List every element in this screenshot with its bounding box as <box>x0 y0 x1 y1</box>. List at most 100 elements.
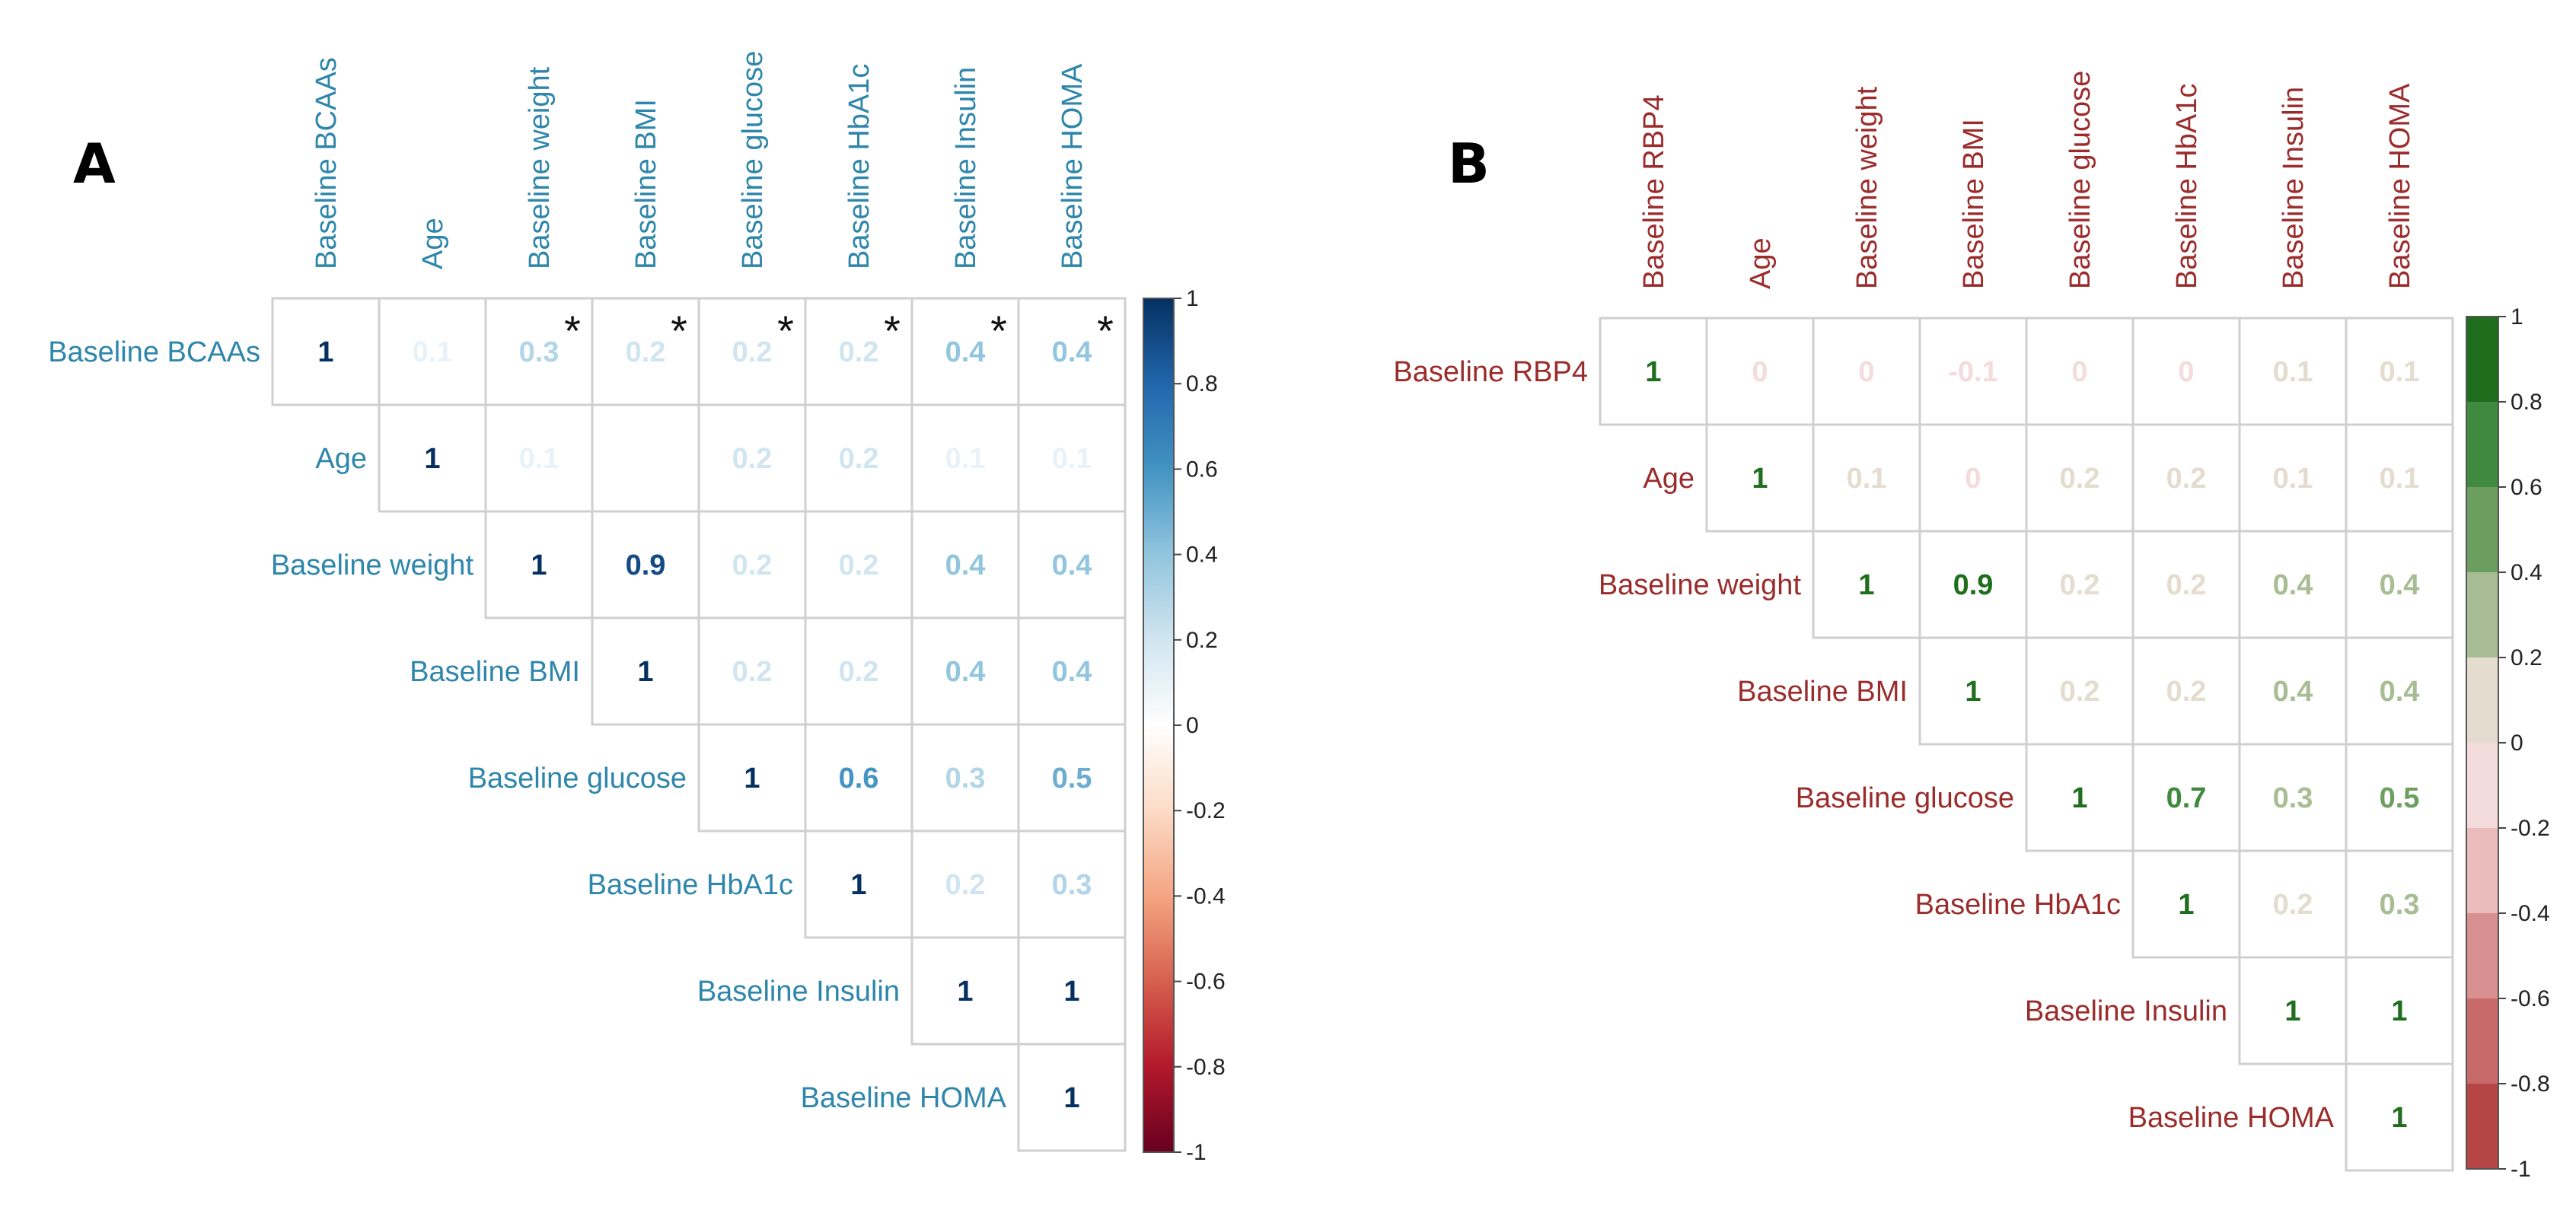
matrix-cell <box>591 510 700 619</box>
cell-value: 0.2 <box>839 443 879 475</box>
column-label: Age <box>417 218 449 269</box>
cell-value: 0.4 <box>2380 676 2420 708</box>
row-label: Baseline Insulin <box>697 976 900 1008</box>
cell-value: 1 <box>2391 995 2407 1027</box>
cell-value: 0.1 <box>2380 356 2420 388</box>
matrix-cell <box>591 403 700 513</box>
column-label: Baseline glucose <box>737 51 769 269</box>
cell-value: 1 <box>1063 1082 1079 1114</box>
column-label: Baseline HOMA <box>2384 83 2416 289</box>
cell-value: 0.4 <box>945 336 986 368</box>
cell-value: 0.2 <box>2273 889 2313 921</box>
column-label: Baseline RBP4 <box>1638 94 1670 289</box>
cell-value: 1 <box>424 443 440 475</box>
colorbar-tick-label: 0 <box>2511 731 2523 756</box>
cell-value: 0.4 <box>2273 569 2313 601</box>
significance-marker: * <box>777 307 794 355</box>
column-label: Baseline HbA1c <box>2171 84 2203 289</box>
matrix-cell <box>1812 530 1921 639</box>
matrix-cell <box>2131 743 2241 852</box>
colorbar-tick-label: 0.8 <box>2511 390 2543 415</box>
matrix-cell <box>484 403 594 513</box>
cell-value: 0.1 <box>2273 356 2313 388</box>
cell-value: 0.9 <box>1953 569 1994 601</box>
correlation-panel-B: B 1 0 0 -0.1 0 0 0.1 0.1 1 0.1 0 0.2 0.2 0.1 0.1 1 0.9 0.2… <box>1393 71 2549 1182</box>
colorbar-segment <box>2466 913 2498 999</box>
matrix-cell <box>484 297 594 406</box>
matrix-cell <box>2345 317 2454 426</box>
cell-value: 0.1 <box>945 443 986 475</box>
cell-value: 0.1 <box>413 336 453 368</box>
matrix-cell <box>2345 423 2454 533</box>
colorbar-tick-label: 0.2 <box>1186 628 1218 653</box>
significance-marker: * <box>564 307 581 355</box>
cell-value: 1 <box>2284 995 2300 1027</box>
column-label: Baseline BMI <box>1958 119 1990 289</box>
matrix-cell <box>591 616 700 726</box>
cell-value: 1 <box>1752 463 1768 495</box>
row-label: Baseline weight <box>1599 569 1802 601</box>
matrix-cell <box>2025 423 2134 533</box>
matrix-cell <box>1918 530 2028 639</box>
panel-label: B <box>1448 132 1490 196</box>
matrix-cell <box>378 297 487 406</box>
cell-value: 0 <box>1965 463 1981 495</box>
matrix-cell <box>2238 849 2348 959</box>
matrix-cell <box>910 829 1020 939</box>
cell-value: 0.1 <box>2273 463 2313 495</box>
cell-value: 1 <box>1645 356 1661 388</box>
cell-value: 0.2 <box>732 443 773 475</box>
cell-value: 1 <box>2071 782 2087 814</box>
column-label: Baseline BMI <box>630 99 662 269</box>
colorbar-segment <box>2466 658 2498 744</box>
matrix-cell <box>910 510 1020 619</box>
matrix-cell <box>1017 1043 1127 1152</box>
cell-value: 0.5 <box>2380 782 2420 814</box>
correlation-panel-A: A 1 0.1 0.3 0.2 0.2 0.2 0.4 0.4 1 0.1 0.2 0.2 0.1 0.1 1… <box>48 51 1226 1165</box>
cell-value: 1 <box>637 656 653 688</box>
cell-value: 0 <box>1752 356 1768 388</box>
column-label: Baseline weight <box>1851 86 1883 289</box>
colorbar: 1 0.8 0.6 0.4 0.2 0 -0.2 -0.4 -0.6 -0.8 -1 <box>1143 286 1226 1165</box>
matrix-cell <box>697 616 807 726</box>
cell-value: 0.4 <box>1052 549 1092 581</box>
significance-marker: * <box>990 307 1007 355</box>
matrix-cell <box>804 403 913 513</box>
colorbar-tick-label: -0.6 <box>2511 986 2550 1011</box>
cell-value: 0.4 <box>945 656 986 688</box>
cell-value: 0.2 <box>945 869 986 901</box>
colorbar-tick-label: -0.2 <box>2511 816 2550 841</box>
matrix-cell <box>804 510 913 619</box>
cell-value: 0 <box>2178 356 2194 388</box>
cell-value: 0.2 <box>2060 569 2100 601</box>
matrix-cell <box>804 723 913 833</box>
column-label: Baseline HbA1c <box>843 64 875 269</box>
cell-value: 1 <box>744 763 760 794</box>
column-label: Baseline HOMA <box>1057 63 1089 269</box>
matrix-cell <box>2131 530 2241 639</box>
matrix-cell <box>1599 317 1708 426</box>
column-label: Baseline Insulin <box>2278 87 2310 289</box>
cell-value: -0.1 <box>1948 356 1997 388</box>
cell-value: 0.2 <box>839 549 879 581</box>
matrix-cell <box>271 297 381 406</box>
matrix-cell <box>1017 297 1127 406</box>
cell-value: 1 <box>1858 569 1874 601</box>
colorbar-tick-label: 0.6 <box>2511 475 2543 500</box>
colorbar-tick-label: 0.4 <box>1186 543 1218 568</box>
significance-marker: * <box>884 307 901 355</box>
cell-value: 0.6 <box>839 763 879 794</box>
row-label: Baseline HOMA <box>801 1082 1007 1114</box>
cell-value: 0.3 <box>2273 782 2313 814</box>
row-label: Baseline glucose <box>1796 782 2014 814</box>
colorbar: 1 0.8 0.6 0.4 0.2 0 -0.2 -0.4 -0.6 -0.8 -1 <box>2466 304 2550 1182</box>
colorbar-tick-label: -0.6 <box>1186 970 1226 995</box>
colorbar-tick-label: -1 <box>2511 1157 2531 1182</box>
column-label: Baseline Insulin <box>950 67 982 269</box>
cell-value: 0.5 <box>1052 763 1092 794</box>
row-label: Baseline BMI <box>410 656 580 688</box>
matrix-cell <box>804 616 913 726</box>
colorbar-bar <box>1143 298 1175 1153</box>
colorbar-segment <box>2466 998 2498 1084</box>
